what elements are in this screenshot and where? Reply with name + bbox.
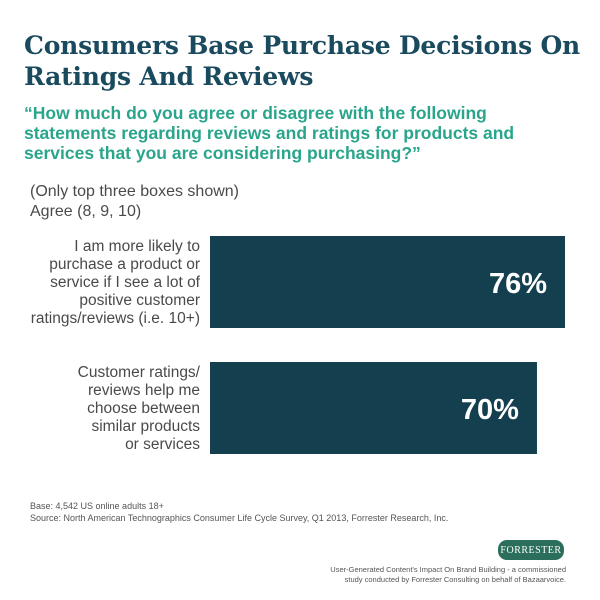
category-label-line: reviews help me [88, 382, 200, 399]
chart-note: (Only top three boxes shown) Agree (8, 9… [30, 182, 430, 222]
bar-value-label-2: 70% [461, 394, 519, 426]
category-label-2: Customer ratings/reviews help me choose b… [78, 364, 201, 453]
category-label-line: I am more likely to [74, 238, 200, 255]
base-note: Base: 4,542 US online adults 18+ [30, 501, 164, 511]
chart-title: Consumers Base Purchase Decisions On Rat… [24, 31, 581, 91]
bar-2 [210, 362, 537, 454]
footer-notes: Base: 4,542 US online adults 18+ Source:… [30, 500, 570, 524]
note-line-2: Agree (8, 9, 10) [30, 203, 142, 220]
forrester-logo: FORRESTER [498, 540, 564, 560]
category-label-line: purchase a product or [49, 256, 200, 273]
source-note: Source: North American Technographics Co… [30, 513, 449, 523]
category-label-line: ratings/reviews (i.e. 10+) [31, 310, 200, 327]
category-label-line: service if I see a lot of [50, 274, 201, 291]
credit-line-2: study conducted by Forrester Consulting … [344, 575, 566, 584]
category-label-line: choose between [87, 400, 200, 417]
credit-note: User-Generated Content's Impact On Brand… [330, 565, 566, 585]
credit-line-1: User-Generated Content's Impact On Brand… [330, 565, 566, 574]
category-label-1: I am more likely to purchase a product or… [31, 238, 201, 327]
category-label-line: positive customer [79, 292, 200, 309]
category-label-line: or services [125, 436, 200, 453]
note-line-1: (Only top three boxes shown) [30, 183, 239, 200]
bar-1 [210, 236, 565, 328]
category-label-line: similar products [91, 418, 200, 435]
category-label-line: Customer ratings/ [78, 364, 201, 381]
bar-value-label-1: 76% [489, 268, 547, 300]
survey-question: “How much do you agree or disagree with … [24, 103, 515, 163]
logo-text: FORRESTER [500, 544, 562, 556]
